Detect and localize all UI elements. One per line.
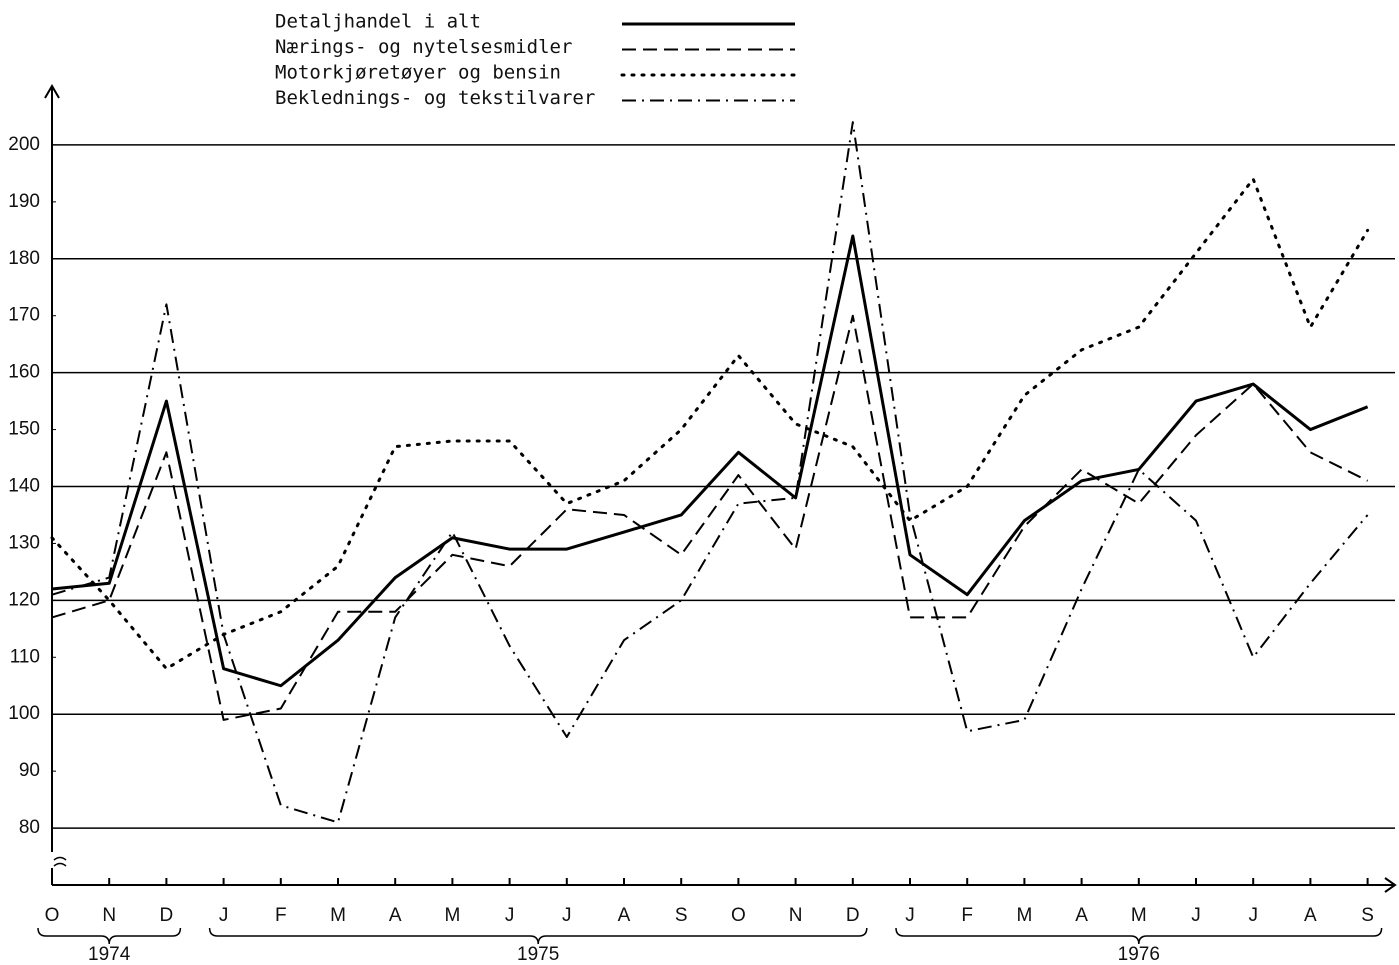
y-tick-label: 110 <box>10 646 40 667</box>
year-label: 1976 <box>1118 944 1160 965</box>
year-label: 1974 <box>88 944 131 965</box>
series-line <box>51 234 1369 688</box>
y-tick-label: 150 <box>8 419 40 440</box>
x-tick-label: A <box>618 905 631 926</box>
series-line <box>51 314 1369 721</box>
x-tick-label: J <box>1248 905 1258 926</box>
legend-label: Motorkjøretøyer og bensin <box>275 62 561 84</box>
y-tick-label: 80 <box>19 817 40 838</box>
year-brace <box>895 927 1383 945</box>
x-tick-label: F <box>961 905 973 926</box>
x-tick-label: J <box>505 905 515 926</box>
year-brace <box>37 927 182 945</box>
y-tick-label: 140 <box>8 476 40 497</box>
series-line <box>51 121 1369 824</box>
x-tick-label: A <box>389 905 402 926</box>
y-tick-label: 200 <box>8 134 40 155</box>
x-tick-label: D <box>846 905 860 926</box>
year-label: 1975 <box>517 944 559 965</box>
y-tick-label: 180 <box>8 248 40 269</box>
axes <box>44 84 1397 893</box>
x-tick-label: M <box>1016 905 1032 926</box>
x-tick-label: D <box>160 905 174 926</box>
series-line <box>50 177 1370 671</box>
x-tick-label: M <box>444 905 460 926</box>
y-tick-label: 190 <box>8 191 40 212</box>
y-tick-label: 170 <box>8 305 40 326</box>
y-tick-label: 100 <box>8 703 40 724</box>
legend-label: Beklednings- og tekstilvarer <box>275 87 595 109</box>
x-tick-label: S <box>675 905 688 926</box>
x-tick-label: N <box>789 905 803 926</box>
y-tick-label: 90 <box>19 760 40 781</box>
y-axis-arrow <box>44 84 60 99</box>
axis-break <box>53 856 67 867</box>
x-tick-label: O <box>731 905 746 926</box>
year-brace <box>208 927 868 945</box>
x-tick-label: S <box>1361 905 1374 926</box>
legend-label: Detaljhandel i alt <box>275 11 481 33</box>
x-tick-label: A <box>1075 905 1088 926</box>
x-tick-label: J <box>1191 905 1201 926</box>
x-tick-label: J <box>562 905 572 926</box>
x-tick-label: J <box>219 905 229 926</box>
legend-label: Nærings- og nytelsesmidler <box>275 36 572 58</box>
x-axis-arrow <box>1384 877 1397 893</box>
x-tick-label: M <box>1131 905 1147 926</box>
y-tick-label: 160 <box>8 362 40 383</box>
x-tick-label: M <box>330 905 346 926</box>
y-tick-label: 120 <box>8 589 40 610</box>
x-tick-label: N <box>102 905 116 926</box>
x-tick-label: F <box>275 905 287 926</box>
y-tick-label: 130 <box>8 532 40 553</box>
x-tick-label: J <box>905 905 915 926</box>
x-tick-label: A <box>1304 905 1317 926</box>
x-tick-label: O <box>45 905 60 926</box>
